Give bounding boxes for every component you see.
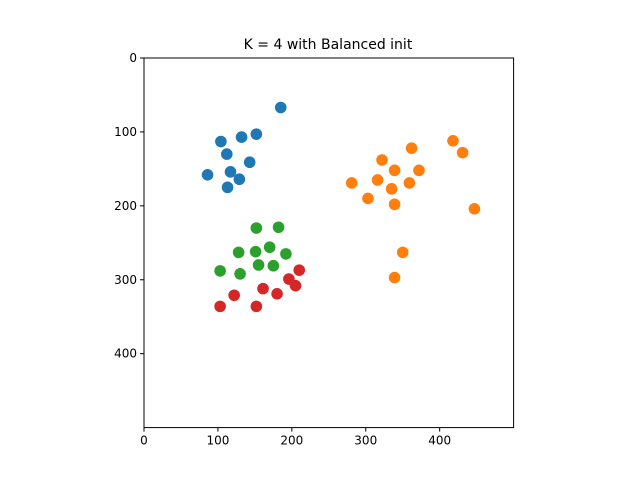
cluster-2-point [376, 154, 388, 166]
cluster-2-point [468, 202, 481, 215]
cluster-4-point [293, 264, 306, 276]
cluster-2-point [388, 164, 401, 177]
cluster-3-point [267, 259, 280, 272]
y-tick-label: 100 [114, 125, 137, 139]
cluster-1-point [233, 173, 246, 186]
cluster-2-point [456, 146, 469, 159]
cluster-3-point [249, 245, 262, 258]
cluster-2-point [396, 246, 409, 259]
y-tick-label: 200 [114, 199, 137, 213]
cluster-4-point [214, 300, 226, 313]
cluster-4-point [250, 300, 263, 313]
cluster-3-point [280, 248, 292, 260]
x-tick-label: 400 [428, 434, 451, 448]
cluster-4-point [257, 282, 269, 295]
x-tick-label: 200 [280, 434, 303, 448]
cluster-2-point [362, 192, 374, 205]
data-points [201, 101, 481, 313]
plot-frame [143, 57, 515, 429]
cluster-1-point [220, 148, 233, 160]
x-tick-label: 300 [354, 434, 377, 448]
cluster-3-point [252, 259, 265, 271]
cluster-2-point [385, 183, 398, 195]
cluster-2-point [345, 177, 358, 189]
y-axis: 0 100 200 300 400 [114, 51, 144, 361]
cluster-3-point [214, 265, 226, 277]
chart-title: K = 4 with Balanced init [244, 37, 413, 53]
y-tick-label: 400 [114, 347, 137, 361]
cluster-4-point [271, 288, 283, 300]
cluster-1-point [221, 181, 234, 194]
cluster-2-point [413, 164, 425, 177]
y-tick-label: 0 [129, 51, 137, 65]
cluster-3-point [250, 222, 263, 234]
cluster-1-point [224, 166, 237, 178]
cluster-1-point [235, 131, 248, 143]
cluster-3-point [234, 268, 246, 280]
cluster-2-point [405, 142, 418, 154]
cluster-3-point [263, 241, 276, 254]
cluster-4-point [228, 289, 240, 302]
cluster-1-point [201, 168, 214, 181]
cluster-3-point [232, 246, 245, 259]
cluster-1-point [215, 135, 227, 148]
cluster-1-point [243, 156, 256, 169]
cluster-2-point [447, 134, 459, 147]
cluster-2-point [371, 174, 384, 186]
cluster-4-point [289, 279, 302, 292]
x-tick-label: 100 [206, 434, 229, 448]
cluster-2-point [388, 198, 401, 211]
cluster-2-point [388, 271, 401, 284]
cluster-2-point [403, 177, 416, 189]
cluster-1-point [274, 101, 287, 114]
cluster-3-point [272, 221, 285, 234]
y-tick-label: 300 [114, 273, 137, 287]
x-axis: 0 100 200 300 400 [140, 427, 451, 448]
x-tick-label: 0 [140, 434, 148, 448]
cluster-1-point [250, 128, 263, 140]
